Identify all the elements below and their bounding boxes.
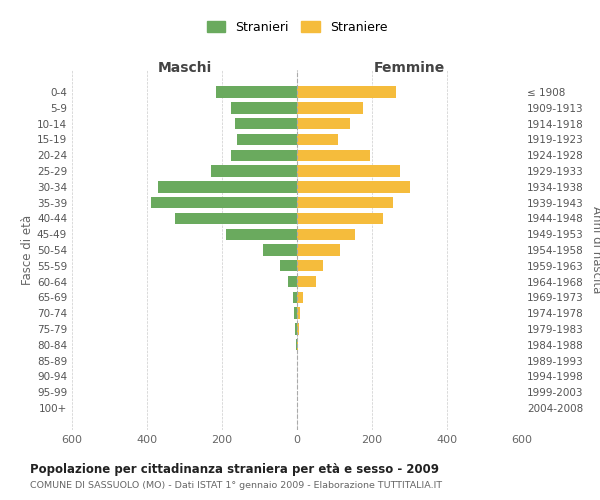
- Bar: [297, 118, 349, 130]
- Bar: [297, 212, 383, 224]
- Bar: [211, 166, 297, 176]
- Text: COMUNE DI SASSUOLO (MO) - Dati ISTAT 1° gennaio 2009 - Elaborazione TUTTITALIA.I: COMUNE DI SASSUOLO (MO) - Dati ISTAT 1° …: [30, 481, 442, 490]
- Bar: [297, 308, 300, 319]
- Bar: [297, 276, 316, 287]
- Bar: [226, 228, 297, 240]
- Bar: [237, 134, 297, 145]
- Bar: [287, 276, 297, 287]
- Y-axis label: Fasce di età: Fasce di età: [21, 215, 34, 285]
- Bar: [297, 166, 400, 176]
- Bar: [297, 197, 392, 208]
- Text: Popolazione per cittadinanza straniera per età e sesso - 2009: Popolazione per cittadinanza straniera p…: [30, 462, 439, 475]
- Bar: [263, 244, 297, 256]
- Bar: [235, 118, 297, 130]
- Bar: [175, 212, 297, 224]
- Bar: [217, 86, 297, 98]
- Bar: [297, 134, 338, 145]
- Bar: [295, 324, 297, 334]
- Bar: [297, 292, 302, 303]
- Bar: [297, 86, 397, 98]
- Text: Femmine: Femmine: [374, 60, 445, 74]
- Bar: [295, 308, 297, 319]
- Bar: [297, 260, 323, 272]
- Bar: [280, 260, 297, 272]
- Bar: [297, 244, 340, 256]
- Bar: [158, 181, 297, 192]
- Bar: [297, 339, 298, 350]
- Bar: [297, 228, 355, 240]
- Text: Maschi: Maschi: [157, 60, 212, 74]
- Bar: [293, 292, 297, 303]
- Bar: [232, 102, 297, 114]
- Bar: [296, 339, 297, 350]
- Y-axis label: Anni di nascita: Anni di nascita: [590, 206, 600, 294]
- Bar: [297, 102, 362, 114]
- Bar: [151, 197, 297, 208]
- Bar: [297, 324, 299, 334]
- Bar: [232, 150, 297, 161]
- Bar: [297, 181, 409, 192]
- Legend: Stranieri, Straniere: Stranieri, Straniere: [202, 16, 392, 39]
- Bar: [297, 150, 370, 161]
